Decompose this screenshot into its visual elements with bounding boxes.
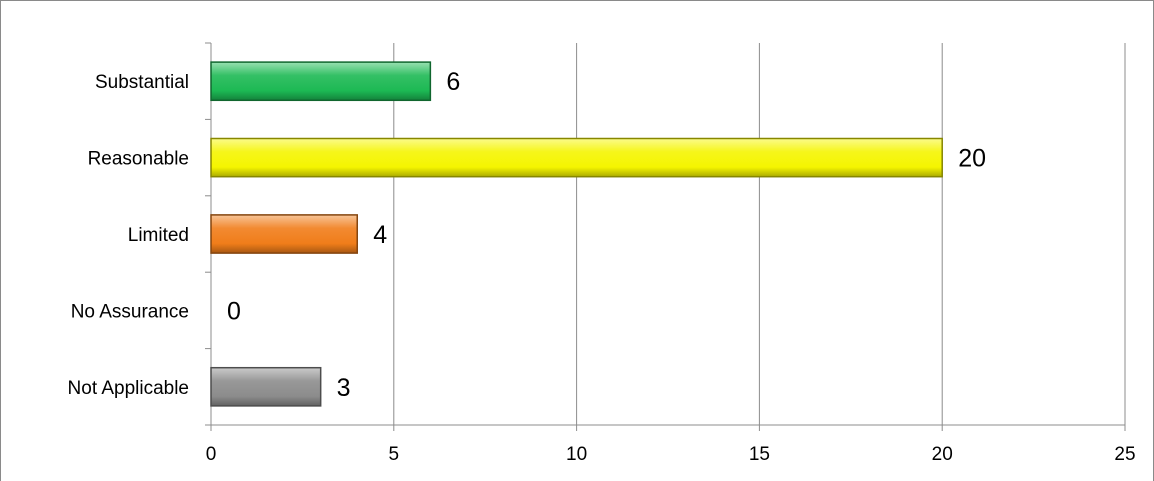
bar-substantial	[210, 61, 432, 102]
gridlines	[393, 43, 1126, 425]
category-label-substantial: Substantial	[95, 72, 189, 93]
data-label-reasonable: 20	[958, 145, 986, 173]
x-tick-label-15: 15	[749, 444, 770, 465]
data-label-not-applicable: 3	[337, 374, 351, 402]
bar-limited	[210, 214, 358, 254]
x-tick-label-5: 5	[389, 444, 400, 465]
x-tick-label-0: 0	[206, 444, 217, 465]
category-label-reasonable: Reasonable	[88, 149, 189, 170]
bar-not-applicable	[210, 366, 322, 407]
data-label-substantial: 6	[446, 68, 460, 96]
x-tick-label-25: 25	[1114, 444, 1135, 465]
category-label-no-assurance: No Assurance	[71, 301, 189, 322]
data-label-limited: 4	[373, 221, 387, 249]
bars	[210, 61, 943, 407]
data-label-no-assurance: 0	[227, 297, 241, 325]
category-label-limited: Limited	[128, 225, 189, 246]
labels: 0 5 10 15 20 25 Substantial 6 Reasonable 20 Limite…	[68, 68, 1136, 465]
bar-reasonable	[210, 137, 943, 178]
x-tick-label-20: 20	[932, 444, 953, 465]
x-tick-label-10: 10	[566, 444, 587, 465]
category-label-not-applicable: Not Applicable	[68, 378, 189, 399]
